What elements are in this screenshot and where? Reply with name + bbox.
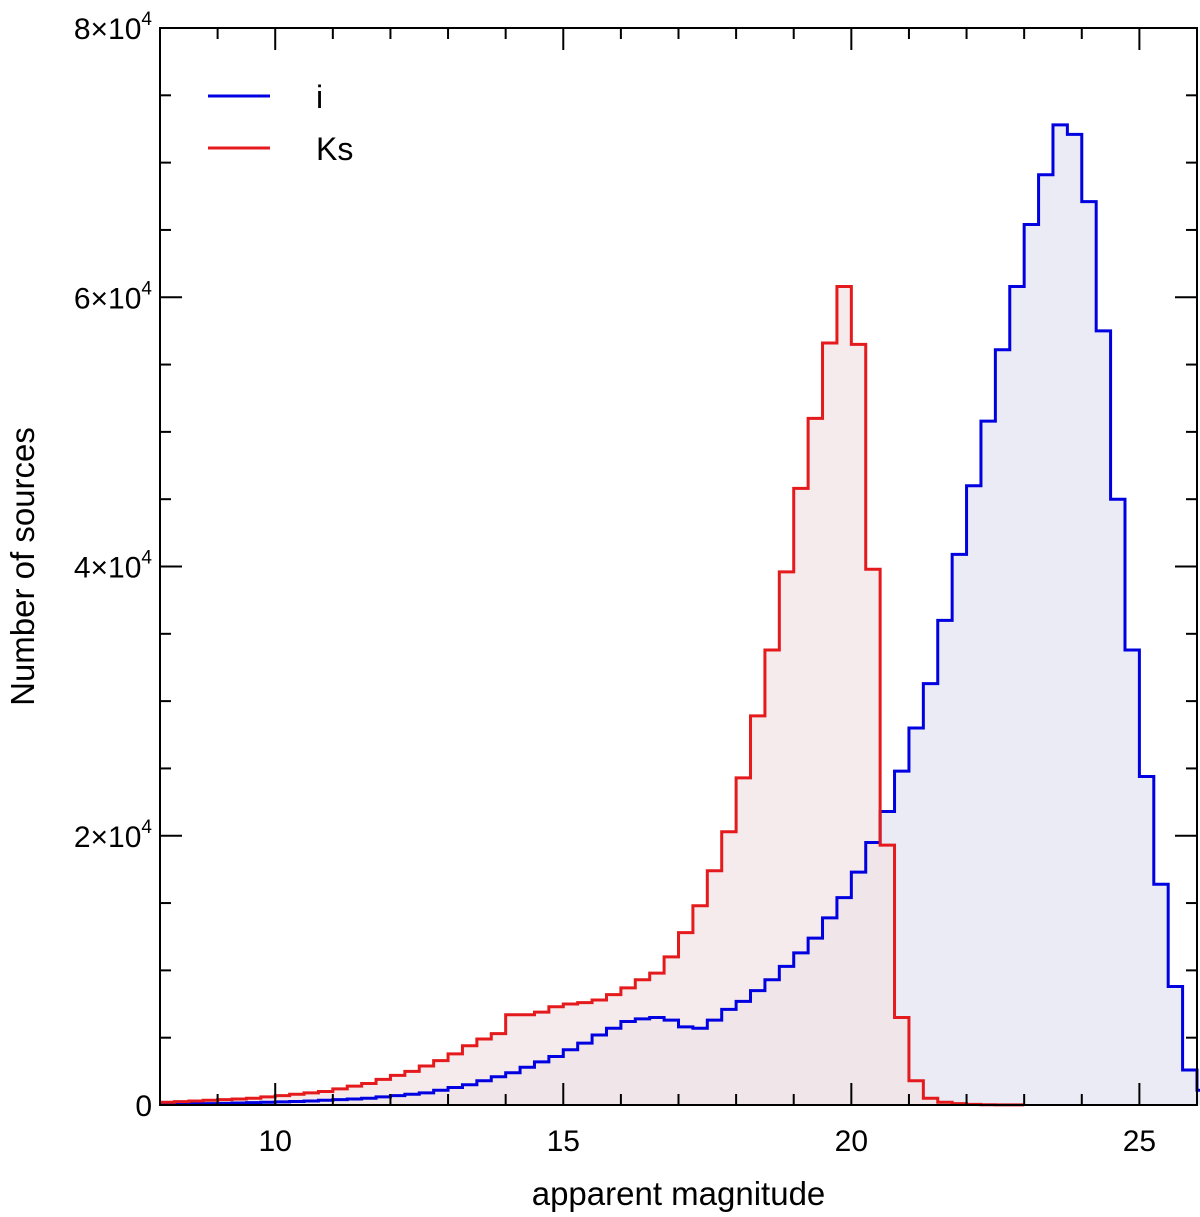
series-line-i [160,123,1200,1106]
y-tick-label: 2×104 [74,817,153,854]
histogram-bin-ks [261,1097,275,1105]
legend-label-ks: Ks [316,131,353,167]
series-fills [160,124,1200,1106]
histogram-bin-ks [376,1079,390,1105]
histogram-bin-ks [866,569,880,1105]
histogram-bin-i [1154,884,1168,1105]
histogram-bin-ks [851,344,865,1105]
histogram-bin-ks [534,1012,548,1105]
histogram-bin-ks [506,1015,520,1105]
histogram-bin-ks [650,973,664,1105]
histogram-bin-i [981,421,995,1105]
histogram-bin-ks [722,832,736,1105]
histogram-bin-i [1096,331,1110,1105]
histogram-bin-ks [679,933,693,1105]
histogram-bin-i [995,350,1009,1105]
axis-tick-labels: 10 15 20 25 0 2×104 4×104 6×104 8×104 [74,9,1156,1158]
histogram-bin-i [952,554,966,1105]
histogram-bin-ks [923,1098,937,1105]
histogram-bin-i [1139,777,1153,1105]
x-tick-label: 20 [835,1125,868,1158]
series-fill-ks [160,286,1025,1106]
histogram-bin-ks [563,1004,577,1105]
series-step-lines [160,123,1200,1107]
histogram-bin-ks [779,572,793,1105]
histogram-bin-ks [765,650,779,1105]
x-tick-label: 25 [1123,1125,1156,1158]
x-tick-label: 15 [547,1125,580,1158]
histogram-bin-ks [477,1039,491,1105]
histogram-bin-ks [347,1086,361,1105]
legend: i Ks [208,79,353,167]
histogram-bin-i [923,684,937,1105]
histogram-bin-ks [419,1066,433,1105]
histogram-bin-ks [592,1000,606,1105]
histogram-bin-ks [405,1071,419,1105]
histogram-bin-ks [275,1096,289,1105]
histogram-bin-ks [606,995,620,1105]
histogram-bin-ks [578,1003,592,1105]
series-line-ks [160,284,1025,1107]
histogram-bin-ks [664,957,678,1105]
histogram-bin-i [1082,202,1096,1105]
y-tick-label: 4×104 [74,548,153,585]
histogram-bin-ks [520,1015,534,1105]
histogram-bin-ks [290,1094,304,1105]
histogram-bin-i [1053,125,1067,1105]
histogram-bin-ks [333,1089,347,1105]
histogram-bin-i [1039,175,1053,1105]
histogram-bin-ks [635,980,649,1105]
histogram-bin-ks [434,1061,448,1105]
y-axis-title: Number of sources [4,427,41,706]
histogram-bin-ks [304,1093,318,1105]
histogram-bin-i [1024,225,1038,1105]
y-tick-label: 6×104 [74,278,153,315]
histogram-bin-ks [837,286,851,1105]
histogram-bin-i [1125,650,1139,1105]
histogram-bin-ks [448,1054,462,1105]
histogram-bin-ks [549,1007,563,1105]
axis-ticks [159,27,1198,1106]
histogram-bin-ks [823,343,837,1105]
series-fill-i [160,124,1200,1105]
histogram-bin-ks [390,1075,404,1105]
histogram-bin-i [1183,1070,1197,1105]
histogram-bin-ks [462,1046,476,1105]
histogram-bin-ks [880,845,894,1105]
histogram-bin-ks [707,871,721,1105]
y-tick-label: 0 [135,1090,152,1123]
histogram-bin-ks [362,1083,376,1105]
histogram-bin-ks [621,988,635,1105]
histogram-bin-ks [693,906,707,1105]
histogram-bin-i [1111,499,1125,1105]
histogram-bin-ks [491,1034,505,1105]
histogram-bin-ks [736,778,750,1105]
histogram-bin-i [1067,134,1081,1105]
histogram-bin-ks [909,1081,923,1105]
histogram-bin-i [967,486,981,1105]
histogram-bin-i [938,620,952,1105]
legend-label-i: i [316,79,323,115]
histogram-bin-ks [751,716,765,1105]
histogram-bin-i [1168,987,1182,1105]
y-tick-label: 8×104 [74,9,153,46]
histogram-bin-ks [318,1092,332,1105]
histogram-bin-i [1010,286,1024,1105]
histogram-bin-ks [794,488,808,1105]
histogram-bin-ks [808,418,822,1105]
x-tick-label: 10 [259,1125,292,1158]
histogram-bin-i [909,728,923,1105]
x-axis-title: apparent magnitude [532,1175,826,1212]
histogram-bin-ks [246,1098,260,1105]
histogram-bin-ks [895,1017,909,1105]
